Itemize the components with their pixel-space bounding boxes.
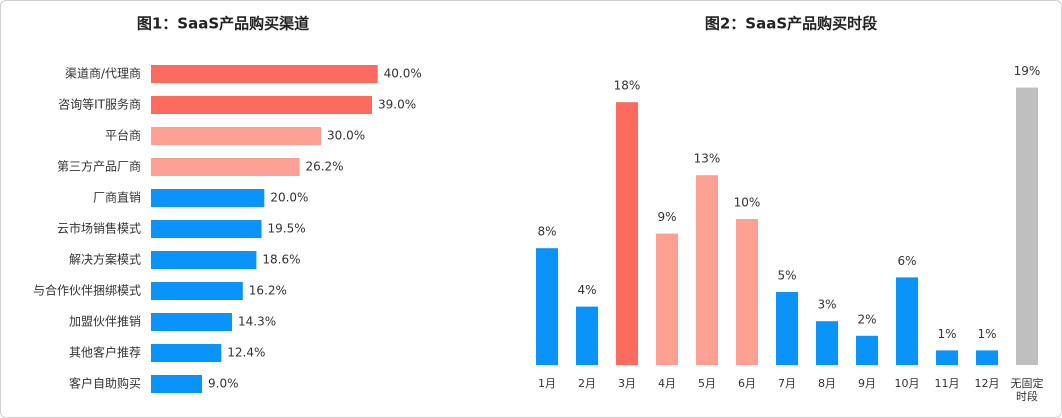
y-tick-label: 第三方产品厂商 [57, 159, 141, 174]
x-tick-label: 11月 [934, 377, 960, 390]
bar [536, 248, 558, 365]
bar [151, 344, 222, 362]
bar [816, 321, 838, 365]
value-label: 1% [977, 327, 996, 341]
bar [616, 102, 638, 365]
value-label: 39.0% [378, 98, 416, 112]
bar [151, 65, 378, 83]
bar [736, 219, 758, 365]
value-label: 13% [694, 152, 721, 166]
chart-title: 图2：SaaS产品购买时段 [705, 15, 877, 33]
value-label: 40.0% [384, 67, 422, 81]
bar [151, 96, 372, 114]
y-tick-label: 其他客户推荐 [69, 345, 141, 360]
bar [576, 306, 598, 365]
y-tick-label: 平台商 [105, 128, 141, 143]
value-label: 9% [657, 210, 676, 224]
value-label: 26.2% [305, 160, 343, 174]
value-label: 18.6% [262, 253, 300, 267]
value-label: 2% [857, 312, 876, 326]
y-tick-label: 厂商直销 [93, 190, 141, 205]
bar [151, 375, 202, 393]
value-label: 19% [1014, 64, 1041, 78]
bar [896, 277, 918, 365]
x-tick-label: 9月 [858, 377, 876, 390]
x-tick-label: 5月 [698, 377, 716, 390]
value-label: 4% [577, 283, 596, 297]
value-label: 5% [777, 269, 796, 283]
bar [776, 292, 798, 365]
y-tick-label: 加盟伙伴推销 [69, 315, 141, 329]
x-tick-label: 8月 [818, 377, 836, 390]
bar [1016, 87, 1038, 365]
y-tick-label: 渠道商/代理商 [65, 66, 141, 81]
x-tick-label: 4月 [658, 377, 676, 390]
bar [151, 127, 321, 145]
bar [151, 220, 262, 238]
x-tick-label: 无固定时段 [1010, 377, 1044, 403]
value-label: 16.2% [249, 284, 287, 298]
x-tick-label: 3月 [618, 377, 636, 390]
value-label: 18% [614, 79, 641, 93]
x-tick-label: 1月 [538, 377, 556, 390]
bar [151, 189, 265, 207]
value-label: 1% [937, 327, 956, 341]
bar [151, 158, 300, 176]
chart-title: 图1：SaaS产品购买渠道 [137, 15, 309, 33]
x-tick-label: 7月 [778, 377, 796, 390]
y-tick-label: 与合作伙伴捆绑模式 [33, 283, 141, 298]
y-tick-label: 云市场销售模式 [57, 221, 141, 236]
x-tick-label: 12月 [974, 377, 1000, 390]
x-tick-label: 6月 [738, 377, 756, 390]
value-label: 3% [817, 298, 836, 312]
value-label: 30.0% [327, 129, 365, 143]
value-label: 9.0% [208, 377, 239, 391]
bar [656, 233, 678, 365]
x-tick-label: 2月 [578, 377, 596, 390]
x-tick-label: 10月 [894, 377, 920, 390]
y-tick-label: 客户自助购买 [69, 376, 141, 391]
y-tick-label: 咨询等IT服务商 [58, 97, 141, 112]
value-label: 12.4% [227, 346, 265, 360]
bar [151, 313, 233, 331]
bar [936, 350, 958, 365]
bar [976, 350, 998, 365]
bar [151, 251, 257, 269]
bar [696, 175, 718, 365]
value-label: 6% [897, 254, 916, 268]
y-tick-label: 解决方案模式 [69, 252, 141, 267]
value-label: 19.5% [268, 222, 306, 236]
value-label: 14.3% [238, 315, 276, 329]
value-label: 8% [537, 225, 556, 239]
value-label: 10% [734, 196, 761, 210]
bar [151, 282, 243, 300]
value-label: 20.0% [270, 191, 308, 205]
bar [856, 335, 878, 365]
